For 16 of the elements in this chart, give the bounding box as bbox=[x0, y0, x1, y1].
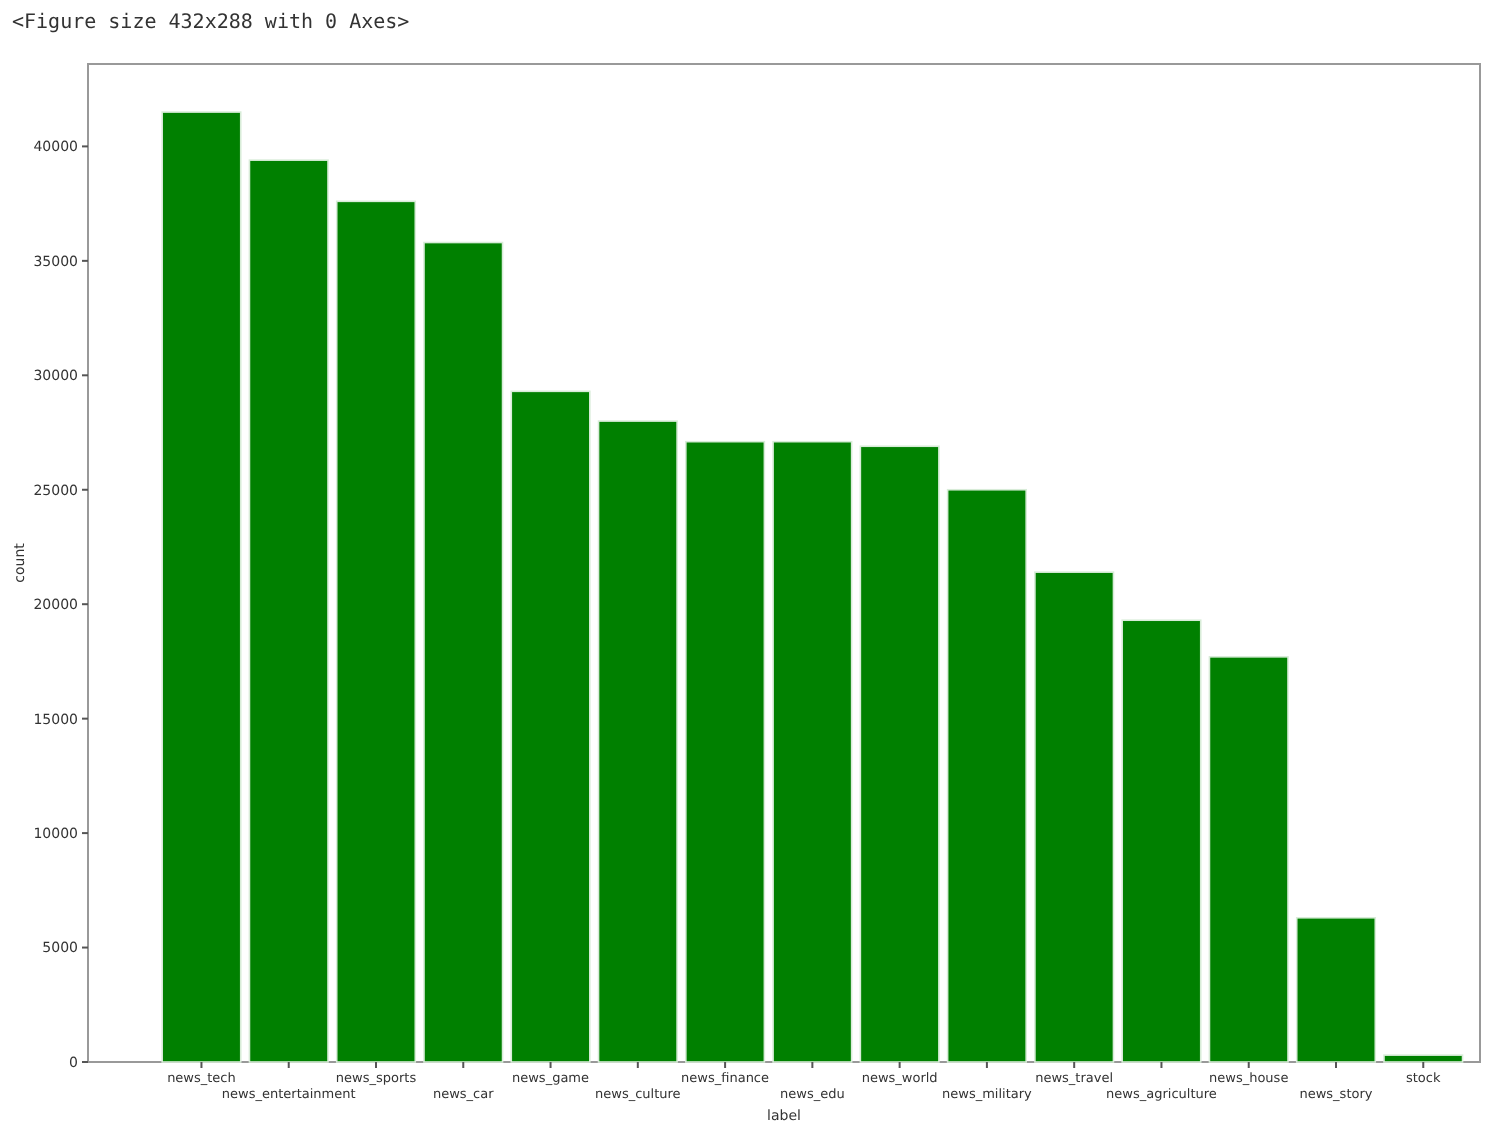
bar bbox=[161, 111, 242, 1063]
bar bbox=[1383, 1054, 1464, 1063]
bar bbox=[1208, 656, 1289, 1063]
bar bbox=[510, 390, 591, 1063]
bar bbox=[1121, 619, 1202, 1063]
bar bbox=[1034, 571, 1115, 1063]
bar bbox=[597, 420, 678, 1063]
bar bbox=[946, 488, 1027, 1063]
text: <Figure size 432x288 with 0 Axes> bbox=[12, 12, 410, 34]
bar bbox=[248, 159, 329, 1063]
bar bbox=[335, 200, 417, 1063]
bar bbox=[423, 241, 504, 1063]
bar bbox=[685, 440, 766, 1063]
bar bbox=[859, 445, 940, 1063]
bar bbox=[772, 440, 853, 1063]
bar bbox=[1295, 916, 1377, 1063]
